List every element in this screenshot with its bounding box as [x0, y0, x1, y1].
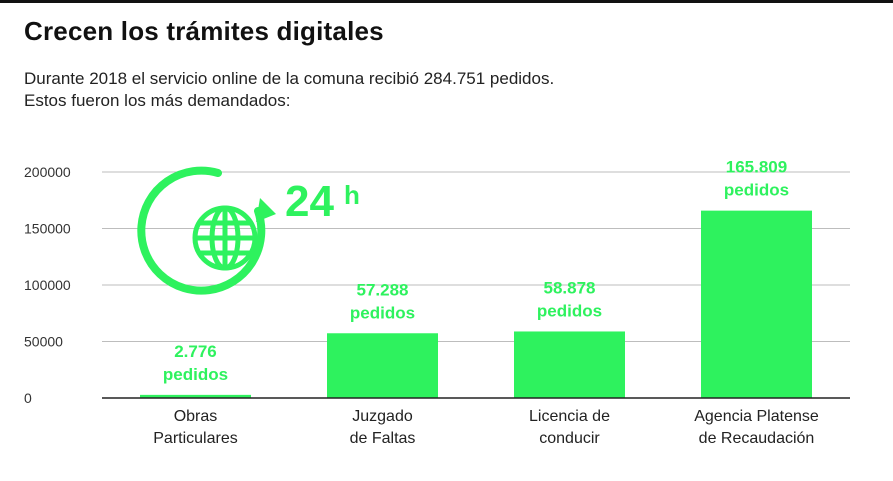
data-label-value: 57.288 — [357, 280, 409, 299]
category-label: de Faltas — [350, 430, 416, 447]
bar — [514, 331, 625, 398]
data-label-unit: pedidos — [350, 303, 415, 322]
globe-icon — [192, 205, 258, 271]
y-axis-ticks: 0 50000 100000 150000 200000 — [24, 164, 71, 406]
y-tick-label: 100000 — [24, 277, 71, 293]
data-label-value: 58.878 — [544, 278, 596, 297]
category-label: conducir — [539, 430, 600, 447]
globe-24h-icon: 24 h — [137, 166, 360, 295]
y-tick-label: 150000 — [24, 221, 71, 237]
category-label: Agencia Platense — [694, 408, 819, 425]
data-label-unit: pedidos — [163, 365, 228, 384]
category-label: Obras — [174, 408, 218, 425]
icon-text-24: 24 — [285, 177, 334, 226]
data-label-value: 165.809 — [726, 158, 787, 177]
category-label: Licencia de — [529, 408, 610, 425]
chart-subtitle: Durante 2018 el servicio online de la co… — [24, 68, 554, 112]
category-label: Juzgado — [352, 408, 413, 425]
y-tick-label: 0 — [24, 390, 32, 406]
data-label-unit: pedidos — [724, 181, 789, 200]
icon-text-h: h — [344, 180, 360, 210]
refresh-arc-icon — [137, 166, 276, 295]
subtitle-line-2: Estos fueron los más demandados: — [24, 91, 291, 110]
y-tick-label: 200000 — [24, 164, 71, 180]
y-tick-label: 50000 — [24, 334, 63, 350]
value-labels: 2.776 pedidos 57.288 pedidos 58.878 pedidos 16… — [163, 158, 789, 384]
bar — [140, 394, 251, 398]
data-label-value: 2.776 — [174, 342, 217, 361]
subtitle-line-1: Durante 2018 el servicio online de la co… — [24, 69, 555, 88]
data-label-unit: pedidos — [537, 301, 602, 320]
bar — [701, 210, 812, 398]
bars — [140, 210, 812, 398]
category-label: de Recaudación — [699, 430, 815, 447]
top-rule — [0, 0, 893, 3]
category-label: Particulares — [153, 430, 237, 447]
chart-title: Crecen los trámites digitales — [24, 16, 384, 46]
bar — [327, 333, 438, 398]
category-labels: Obras Particulares Juzgado de Faltas Licenci… — [153, 408, 819, 447]
